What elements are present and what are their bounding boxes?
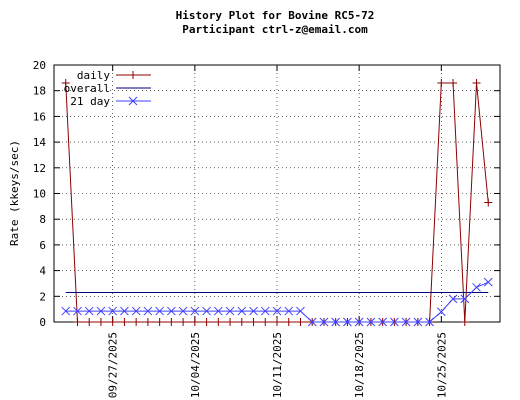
- point-marker: [343, 317, 352, 327]
- point-marker: [190, 318, 199, 326]
- point-marker: [484, 198, 493, 207]
- point-marker: [378, 317, 387, 327]
- point-marker: [167, 306, 176, 316]
- point-marker: [401, 317, 411, 327]
- point-marker: [167, 318, 176, 326]
- point-marker: [331, 317, 341, 327]
- point-marker: [96, 306, 106, 316]
- point-marker: [132, 318, 141, 326]
- point-marker: [225, 306, 235, 316]
- x-tick-label: 10/18/2025: [353, 332, 366, 398]
- chart-title: History Plot for Bovine RC5-72: [176, 9, 375, 22]
- point-marker: [273, 318, 281, 326]
- point-marker: [131, 306, 141, 316]
- point-marker: [155, 318, 164, 326]
- legend-label: overall: [64, 82, 110, 95]
- y-tick-label: 10: [33, 188, 46, 201]
- point-marker: [460, 318, 469, 326]
- legend-marker: [129, 71, 137, 79]
- point-marker: [319, 317, 329, 327]
- point-marker: [237, 306, 247, 316]
- point-marker: [108, 306, 118, 316]
- point-marker: [214, 318, 223, 326]
- point-marker: [284, 306, 294, 316]
- point-marker: [366, 317, 376, 327]
- point-marker: [296, 318, 305, 326]
- y-tick-label: 14: [33, 136, 47, 149]
- point-marker: [472, 78, 481, 87]
- y-tick-label: 16: [33, 110, 46, 123]
- x-tick-label: 10/11/2025: [271, 332, 284, 398]
- point-marker: [307, 317, 317, 327]
- point-marker: [437, 78, 446, 87]
- point-marker: [178, 306, 188, 316]
- y-tick-label: 4: [39, 265, 46, 278]
- point-marker: [61, 306, 71, 316]
- y-axis-label: Rate (kkeys/sec): [8, 140, 21, 246]
- point-marker: [190, 306, 200, 316]
- point-marker: [120, 306, 129, 316]
- point-marker: [272, 306, 282, 316]
- point-marker: [108, 318, 117, 326]
- point-marker: [425, 317, 434, 327]
- point-marker: [73, 306, 82, 316]
- point-marker: [61, 78, 70, 87]
- point-marker: [226, 318, 235, 326]
- point-marker: [261, 318, 270, 326]
- point-marker: [449, 78, 458, 87]
- point-marker: [237, 318, 246, 326]
- point-marker: [296, 306, 305, 316]
- point-marker: [483, 277, 493, 287]
- point-marker: [120, 318, 129, 326]
- legend-label: 21 day: [70, 95, 110, 108]
- point-marker: [260, 306, 270, 316]
- series-line: [65, 82, 489, 323]
- point-marker: [448, 294, 458, 304]
- point-marker: [84, 306, 94, 316]
- y-tick-label: 6: [39, 239, 46, 252]
- y-tick-label: 18: [33, 85, 46, 98]
- point-marker: [213, 306, 223, 316]
- point-marker: [284, 318, 293, 326]
- point-marker: [143, 318, 152, 326]
- y-tick-label: 8: [39, 213, 46, 226]
- point-marker: [460, 294, 470, 304]
- x-tick-label: 09/27/2025: [107, 332, 120, 398]
- point-marker: [179, 318, 188, 326]
- point-marker: [155, 306, 164, 316]
- legend-marker: [128, 96, 138, 106]
- y-tick-label: 12: [33, 162, 46, 175]
- y-tick-label: 0: [39, 316, 46, 329]
- y-tick-label: 20: [33, 59, 46, 72]
- point-marker: [202, 318, 211, 326]
- point-marker: [249, 306, 258, 316]
- y-tick-label: 2: [39, 290, 46, 303]
- point-marker: [202, 306, 211, 316]
- point-marker: [249, 318, 258, 326]
- point-marker: [413, 317, 423, 327]
- point-marker: [354, 317, 364, 327]
- point-marker: [436, 307, 446, 317]
- point-marker: [472, 282, 481, 292]
- x-tick-label: 10/25/2025: [435, 332, 448, 398]
- point-marker: [85, 318, 94, 326]
- point-marker: [73, 318, 82, 326]
- point-marker: [96, 318, 105, 326]
- legend-label: daily: [77, 69, 110, 82]
- chart-subtitle: Participant ctrl-z@email.com: [182, 23, 368, 36]
- point-marker: [390, 317, 399, 327]
- point-marker: [143, 306, 153, 316]
- x-tick-label: 10/04/2025: [189, 332, 202, 398]
